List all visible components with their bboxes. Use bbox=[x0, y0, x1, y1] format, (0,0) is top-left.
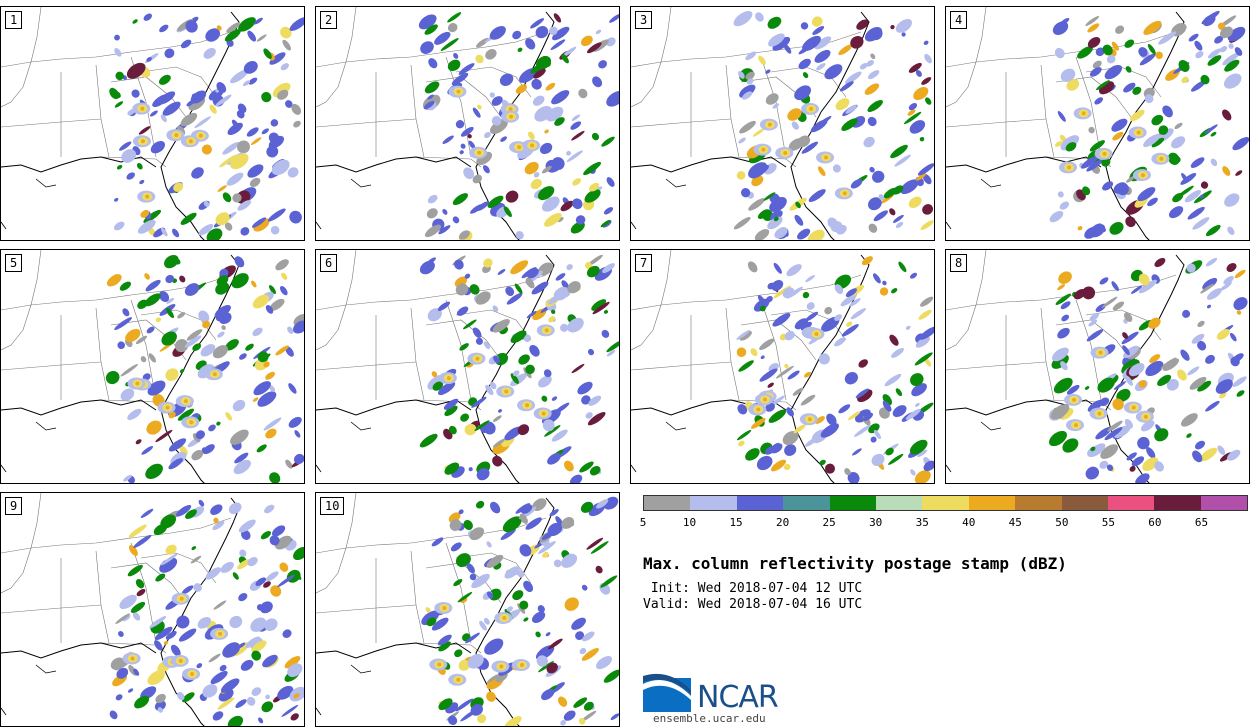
colorbar-swatch bbox=[1015, 496, 1062, 510]
panel-label: 10 bbox=[320, 497, 345, 515]
forecast-panel: 10 bbox=[315, 492, 620, 727]
forecast-panel: 6 bbox=[315, 249, 620, 484]
forecast-panel: 1 bbox=[0, 6, 305, 241]
panel-label: 4 bbox=[950, 11, 968, 29]
colorbar-swatch bbox=[644, 496, 691, 510]
init-time: Init: Wed 2018-07-04 12 UTC bbox=[643, 581, 863, 596]
colorbar-swatch bbox=[1154, 496, 1201, 510]
panel-label: 8 bbox=[950, 254, 968, 272]
colorbar-swatch bbox=[736, 496, 784, 510]
colorbar-swatch bbox=[1200, 496, 1248, 510]
ncar-logo-icon bbox=[643, 673, 691, 712]
colorbar-tick-label: 10 bbox=[682, 516, 697, 529]
colorbar-swatch bbox=[783, 496, 830, 510]
forecast-panel: 9 bbox=[0, 492, 305, 727]
valid-time: Valid: Wed 2018-07-04 16 UTC bbox=[643, 597, 863, 612]
panel-label: 9 bbox=[5, 497, 23, 515]
colorbar-swatch bbox=[690, 496, 737, 510]
colorbar-swatch bbox=[1061, 496, 1108, 510]
colorbar-tick-label: 25 bbox=[822, 516, 836, 529]
colorbar-tick-label: 55 bbox=[1101, 516, 1115, 529]
colorbar-swatch bbox=[968, 496, 1016, 510]
colorbar-swatch bbox=[829, 496, 876, 510]
colorbar-tick-label: 30 bbox=[869, 516, 883, 529]
ncar-url: ensemble.ucar.edu bbox=[653, 712, 766, 725]
panel-label: 5 bbox=[5, 254, 23, 272]
colorbar-tick-label: 60 bbox=[1148, 516, 1162, 529]
colorbar-tick-label: 50 bbox=[1055, 516, 1069, 529]
forecast-panel: 5 bbox=[0, 249, 305, 484]
colorbar-tick-label: 15 bbox=[729, 516, 743, 529]
panel-label: 1 bbox=[5, 11, 23, 29]
colorbar-tick-label: 35 bbox=[915, 516, 929, 529]
panel-label: 2 bbox=[320, 11, 338, 29]
colorbar-tick-label: 5 bbox=[639, 516, 647, 529]
colorbar bbox=[643, 495, 1248, 511]
forecast-panel: 7 bbox=[630, 249, 935, 484]
forecast-panel: 2 bbox=[315, 6, 620, 241]
colorbar-tick-label: 65 bbox=[1194, 516, 1209, 529]
panel-label: 3 bbox=[635, 11, 653, 29]
colorbar-swatch bbox=[922, 496, 969, 510]
colorbar-swatch bbox=[875, 496, 923, 510]
forecast-panel: 3 bbox=[630, 6, 935, 241]
colorbar-tick-label: 40 bbox=[962, 516, 976, 529]
forecast-panel: 4 bbox=[945, 6, 1250, 241]
colorbar-tick-label: 20 bbox=[775, 516, 790, 529]
colorbar-tick-label: 45 bbox=[1008, 516, 1022, 529]
panel-label: 7 bbox=[635, 254, 653, 272]
figure-title: Max. column reflectivity postage stamp (… bbox=[643, 554, 1067, 573]
panel-label: 6 bbox=[320, 254, 338, 272]
forecast-panel: 8 bbox=[945, 249, 1250, 484]
colorbar-swatch bbox=[1107, 496, 1155, 510]
ncar-logo-text: NCAR bbox=[697, 680, 779, 715]
